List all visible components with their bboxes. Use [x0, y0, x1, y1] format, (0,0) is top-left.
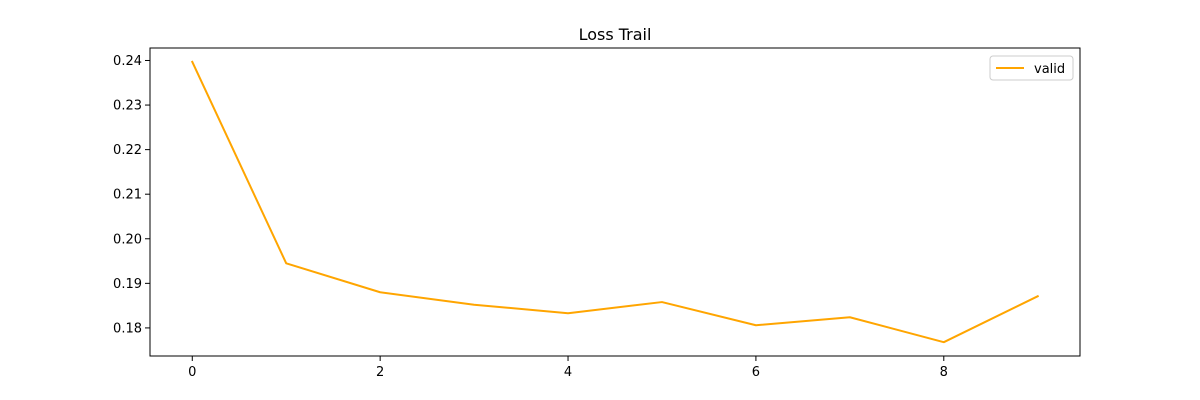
- x-tick-label: 6: [752, 365, 760, 380]
- legend: valid: [989, 55, 1074, 81]
- x-tick-label: 0: [188, 365, 196, 380]
- x-axis: 0 2 4 6 8: [188, 356, 948, 380]
- plot-area: 0 2 4 6 8 0.18 0.19 0.20 0.21 0.22 0.23 0.24: [113, 47, 1081, 380]
- legend-box: [989, 55, 1074, 81]
- x-tick-label: 8: [940, 365, 948, 380]
- chart-title: Loss Trail: [579, 25, 652, 44]
- y-tick-label: 0.21: [113, 188, 142, 203]
- legend-label-valid: valid: [1034, 62, 1065, 77]
- x-tick-label: 2: [376, 365, 384, 380]
- x-tick-label: 4: [564, 365, 572, 380]
- y-tick-label: 0.18: [113, 321, 142, 336]
- series-lines: [190, 60, 1040, 344]
- y-tick-label: 0.23: [113, 99, 142, 114]
- y-tick-label: 0.20: [113, 232, 142, 247]
- y-tick-label: 0.24: [113, 54, 142, 69]
- y-axis: 0.18 0.19 0.20 0.21 0.22 0.23 0.24: [113, 54, 150, 336]
- y-tick-label: 0.22: [113, 143, 142, 158]
- series-line-valid: [190, 60, 1040, 344]
- plot-frame: [149, 47, 1081, 357]
- y-tick-label: 0.19: [113, 277, 142, 292]
